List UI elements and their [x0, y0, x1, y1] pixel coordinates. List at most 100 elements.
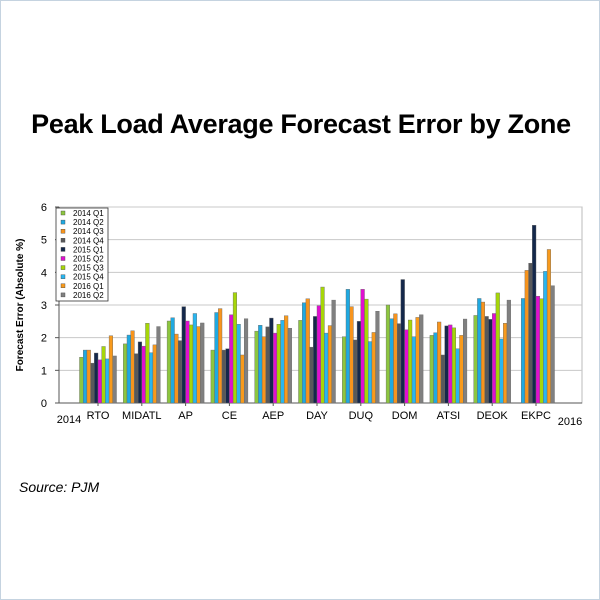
- bar-2015-q2: [185, 320, 190, 404]
- bar-2014-q4: [265, 326, 270, 404]
- bar-2015-q1: [137, 341, 143, 404]
- bar-2015-q4: [368, 341, 373, 404]
- bar-2015-q1: [488, 319, 493, 404]
- bar-2015-q3: [276, 324, 281, 404]
- bar-2015-q3: [364, 298, 369, 404]
- bar-2015-q2: [492, 313, 497, 404]
- y-tick-label: 6: [41, 202, 47, 214]
- bar-2015-q4: [543, 271, 548, 404]
- bar-2015-q2: [404, 329, 409, 404]
- bar-2015-q3: [320, 286, 325, 404]
- bar-2015-q2: [97, 359, 102, 404]
- bar-2015-q4: [324, 332, 329, 404]
- legend-swatch: [60, 238, 66, 243]
- bar-2014-q1: [473, 315, 478, 404]
- legend-label: 2014 Q3: [73, 227, 104, 236]
- legend-swatch: [60, 274, 66, 279]
- legend-label: 2014 Q2: [73, 218, 104, 227]
- bar-2014-q4: [134, 353, 139, 404]
- y-tick-label: 5: [41, 235, 47, 247]
- bar-2015-q3: [539, 298, 544, 404]
- x-tick-label: DUQ: [349, 410, 374, 422]
- bar-2014-q2: [477, 298, 482, 404]
- bar-2014-q2: [126, 334, 131, 404]
- x-tick-label: EKPC: [521, 410, 551, 422]
- x-tick-label: AP: [178, 410, 193, 422]
- bar-2014-q3: [437, 321, 442, 404]
- bar-2016-q1: [240, 354, 245, 404]
- x-axis-end-label: 2016: [558, 416, 582, 428]
- bar-2016-q2: [200, 322, 205, 404]
- bar-2016-q1: [415, 317, 420, 404]
- bar-2014-q2: [82, 349, 88, 404]
- bar-2016-q1: [546, 249, 551, 404]
- bar-2015-q1: [400, 279, 405, 404]
- bar-2014-q1: [385, 304, 391, 404]
- legend-swatch: [60, 292, 66, 298]
- legend-label: 2015 Q1: [73, 245, 104, 254]
- bar-2015-q1: [269, 317, 274, 404]
- bar-2014-q4: [440, 354, 445, 404]
- bar-2014-q4: [528, 262, 533, 404]
- bar-2016-q2: [375, 311, 380, 404]
- bar-2014-q4: [177, 340, 183, 404]
- legend-label: 2014 Q4: [73, 236, 104, 245]
- x-tick-label: DOM: [392, 410, 418, 422]
- bar-2014-q3: [349, 306, 354, 404]
- x-tick-label: DEOK: [477, 410, 509, 422]
- x-tick-label: ATSI: [437, 410, 461, 422]
- bar-2016-q1: [371, 332, 376, 404]
- bar-2014-q1: [79, 357, 84, 404]
- bar-2016-q2: [550, 285, 555, 404]
- bar-2016-q2: [287, 327, 292, 404]
- bar-2014-q2: [433, 332, 438, 404]
- bar-2014-q1: [166, 320, 172, 404]
- bar-2014-q2: [521, 298, 526, 404]
- bar-2015-q4: [455, 348, 460, 404]
- bar-2015-q1: [356, 321, 362, 404]
- bar-2015-q1: [532, 225, 537, 404]
- chart-title: Peak Load Average Forecast Error by Zone: [31, 109, 571, 139]
- bar-2014-q2: [170, 317, 175, 404]
- bar-2015-q1: [444, 325, 449, 404]
- bar-2016-q1: [152, 344, 157, 404]
- x-tick-label: CE: [222, 410, 237, 422]
- bar-2014-q4: [484, 316, 489, 404]
- bar-2014-q4: [221, 349, 226, 404]
- bar-2014-q1: [342, 336, 347, 404]
- bar-2015-q4: [105, 358, 110, 404]
- bar-2015-q3: [408, 319, 413, 404]
- bar-2015-q2: [316, 305, 321, 404]
- legend-swatch: [60, 256, 66, 261]
- bar-2014-q3: [393, 313, 398, 404]
- bar-2016-q2: [112, 355, 117, 404]
- bar-2015-q4: [280, 320, 285, 404]
- bar-2016-q1: [327, 325, 333, 404]
- bar-2016-q2: [243, 318, 249, 404]
- bar-2016-q1: [196, 326, 201, 404]
- bar-2015-q2: [229, 314, 234, 404]
- x-tick-label: MIDATL: [122, 410, 162, 422]
- bar-2014-q3: [218, 308, 223, 404]
- bar-2016-q2: [419, 314, 424, 404]
- bar-2015-q4: [192, 313, 197, 404]
- bar-2015-q3: [232, 292, 238, 404]
- legend-label: 2015 Q3: [73, 264, 104, 273]
- x-tick-label: DAY: [306, 410, 328, 422]
- bar-2015-q3: [189, 324, 194, 404]
- legend-label: 2016 Q2: [73, 291, 104, 300]
- bar-2014-q1: [429, 335, 434, 404]
- legend-label: 2014 Q1: [73, 209, 104, 218]
- y-tick-label: 1: [41, 365, 47, 377]
- bar-2014-q1: [298, 320, 303, 404]
- bar-2015-q4: [499, 338, 504, 404]
- y-tick-label: 4: [41, 267, 47, 279]
- bar-2014-q3: [305, 298, 310, 404]
- bar-2016-q2: [463, 318, 468, 404]
- bar-2014-q3: [524, 270, 529, 404]
- y-tick-label: 0: [41, 398, 47, 410]
- legend-swatch: [60, 210, 66, 216]
- bar-2015-q3: [451, 327, 457, 404]
- y-tick-label: 3: [41, 300, 47, 312]
